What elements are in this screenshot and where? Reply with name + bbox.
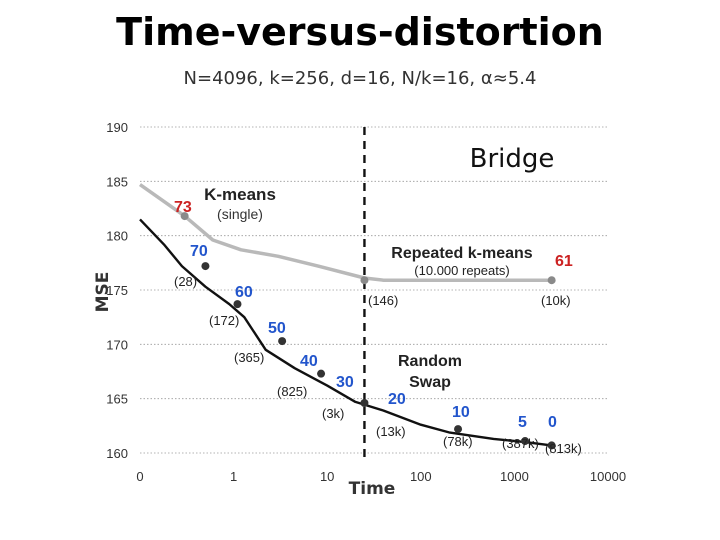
data-label: 50	[268, 320, 286, 337]
y-tick-label: 160	[106, 446, 128, 461]
data-label: 10	[452, 404, 470, 421]
data-point	[360, 276, 369, 285]
y-tick-label: 175	[106, 283, 128, 298]
time-label: (813k)	[545, 441, 582, 456]
x-tick-label: 0	[136, 469, 143, 484]
x-tick-label: 1	[230, 469, 237, 484]
kmeans-series-line	[138, 183, 552, 282]
data-label: 0	[548, 414, 557, 431]
data-point	[180, 212, 189, 221]
data-point	[317, 369, 326, 378]
data-label: 70	[190, 243, 208, 260]
time-label: (172)	[209, 313, 239, 328]
y-tick-label: 190	[106, 120, 128, 135]
data-point	[360, 399, 369, 408]
kmeans-annotation: K-means	[204, 185, 276, 204]
data-label: 73	[174, 199, 192, 216]
x-axis-label: Time	[349, 479, 396, 499]
y-tick-label: 165	[106, 392, 128, 407]
data-point	[547, 441, 556, 450]
x-tick-label: 100	[410, 469, 432, 484]
data-point	[278, 337, 287, 346]
data-label: 60	[235, 284, 253, 301]
random-swap-series-line	[139, 218, 552, 447]
random-annotation: Random	[398, 353, 462, 370]
data-point	[201, 262, 210, 271]
x-tick-label: 10	[320, 469, 334, 484]
time-label: (10k)	[541, 293, 571, 308]
time-label: (13k)	[376, 424, 406, 439]
data-point	[454, 425, 463, 434]
data-label: 30	[336, 374, 354, 391]
data-point	[547, 276, 556, 285]
time-label: (387k)	[502, 436, 539, 451]
x-tick-label: 1000	[500, 469, 529, 484]
page-title: Time-versus-distortion	[116, 10, 604, 54]
time-label: (28)	[174, 274, 197, 289]
swap-annotation: Swap	[409, 374, 451, 391]
data-label: 5	[518, 414, 527, 431]
data-point	[233, 300, 242, 309]
page-subtitle: N=4096, k=256, d=16, N/k=16, α≈5.4	[183, 68, 537, 89]
y-tick-label: 185	[106, 174, 128, 189]
time-label: (365)	[234, 350, 264, 365]
label-layer: Bridge Time MSE K-means (single) Repeate…	[93, 144, 582, 499]
time-label: (3k)	[322, 406, 344, 421]
time-label: (825)	[277, 384, 307, 399]
grid-layer	[140, 126, 608, 454]
chart-title: Bridge	[470, 144, 555, 174]
time-label: (78k)	[443, 434, 473, 449]
time-label: (146)	[368, 293, 398, 308]
y-axis-label: MSE	[93, 272, 113, 313]
kmeans-single-annotation: (single)	[217, 206, 263, 222]
data-label: 40	[300, 353, 318, 370]
data-point	[521, 437, 530, 446]
repeated-kmeans-annotation: Repeated k-means	[391, 245, 532, 262]
y-tick-label: 180	[106, 229, 128, 244]
repeats-annotation: (10.000 repeats)	[414, 263, 509, 278]
data-label: 20	[388, 391, 406, 408]
series-layer	[138, 183, 552, 447]
point-layer	[180, 212, 556, 450]
y-tick-label: 170	[106, 337, 128, 352]
x-tick-label: 10000	[590, 469, 626, 484]
data-label: 61	[555, 253, 573, 270]
